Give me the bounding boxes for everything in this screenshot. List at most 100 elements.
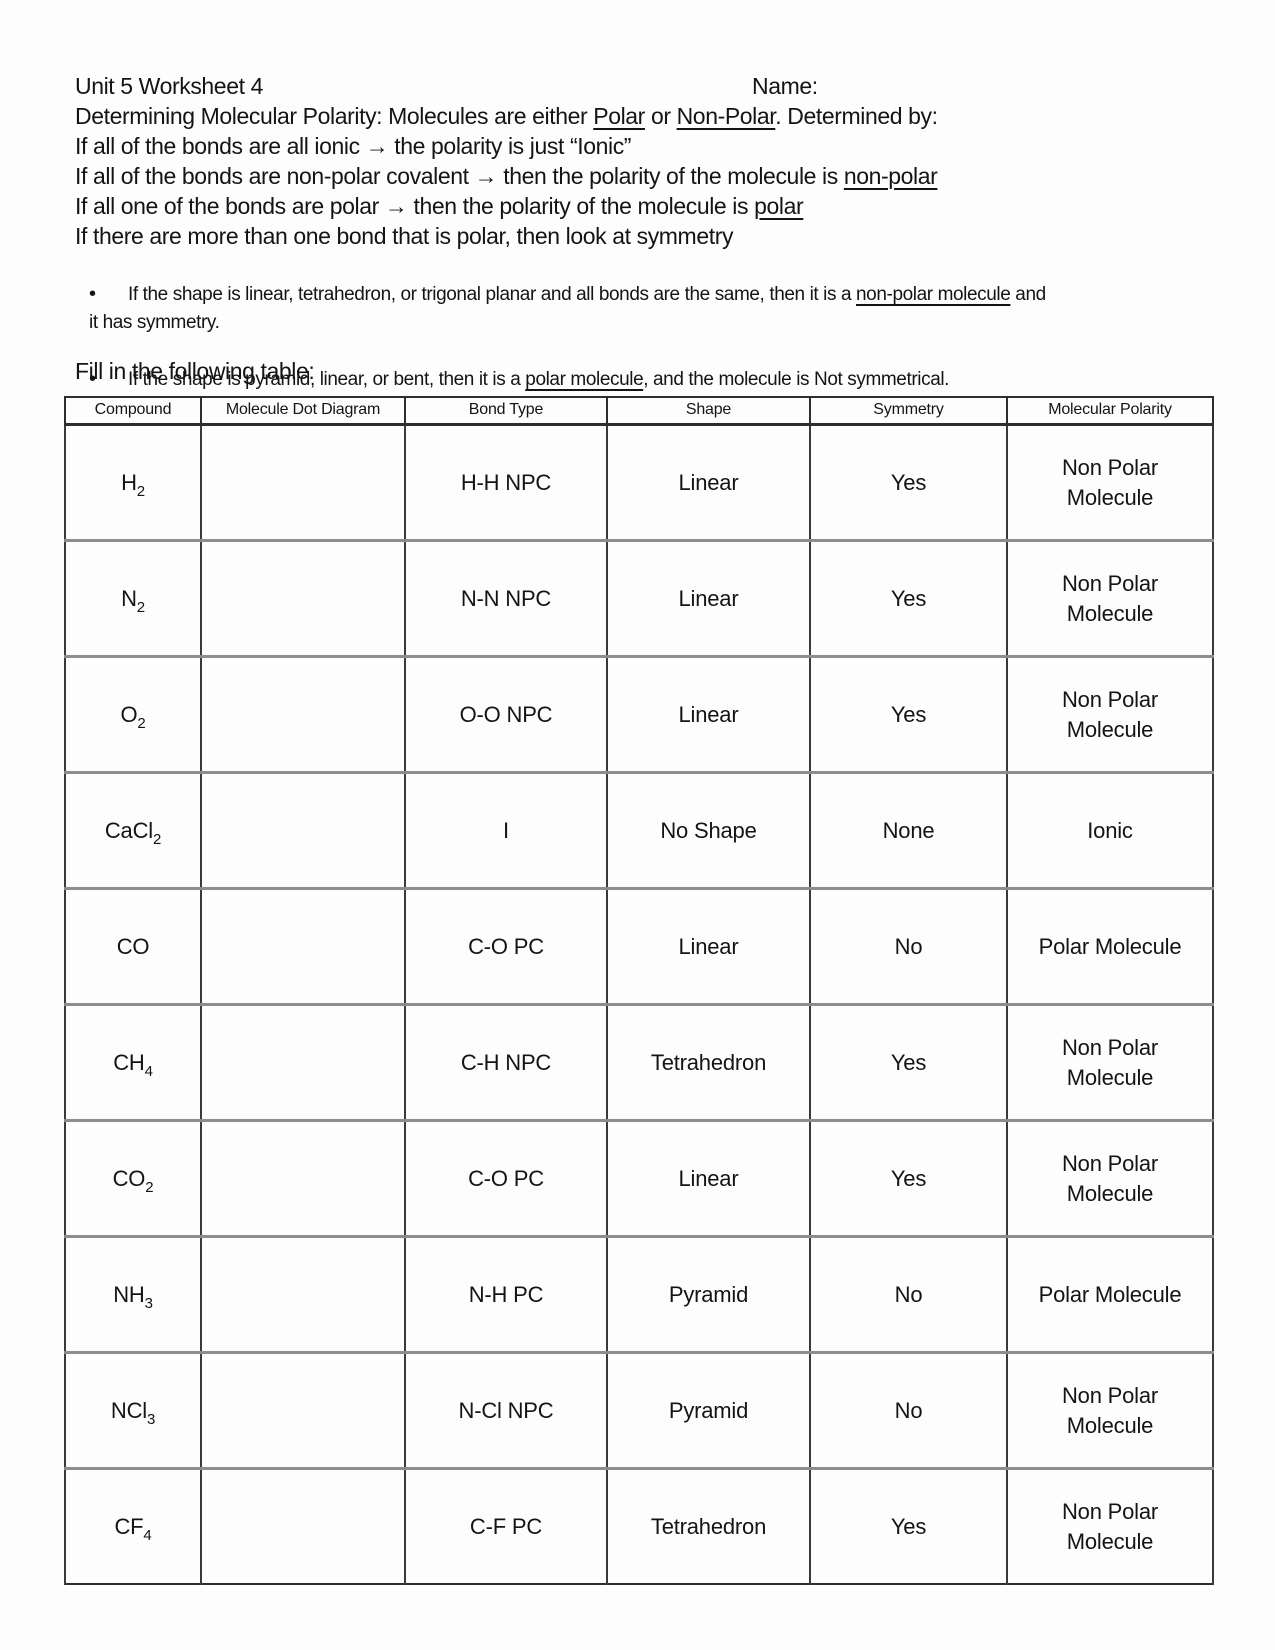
polarity-cell: Ionic [1006, 771, 1214, 889]
symmetry-cell: Yes [809, 1467, 1008, 1584]
col-header-dot-diagram: Molecule Dot Diagram [200, 396, 406, 426]
table-row: CF4 C-F PC Tetrahedron Yes Non Polar Mol… [64, 1467, 1214, 1584]
compound-formula: CH [113, 1049, 145, 1075]
polarity-text: Non Polar Molecule [1061, 570, 1159, 626]
symmetry-cell: No [809, 887, 1008, 1005]
shape-cell: Linear [606, 655, 811, 773]
dot-diagram-cell [200, 887, 406, 1005]
polarity-text: Non Polar Molecule [1061, 686, 1159, 742]
compound-subscript: 2 [136, 482, 145, 500]
bullet-list: • If the shape is linear, tetrahedron, or… [89, 252, 1174, 394]
bullet1-post: and it has symmetry. [89, 284, 1046, 333]
compound-cell: CO [64, 887, 202, 1005]
bullet2-underlined: polar molecule [525, 369, 644, 390]
bullet-item-polar: • If the shape is pyramid, linear, or ben… [89, 337, 1174, 394]
bullet-item-nonpolar: • If the shape is linear, tetrahedron, or… [89, 252, 1174, 337]
symmetry-cell: Yes [809, 1119, 1008, 1237]
col-header-shape: Shape [606, 396, 811, 426]
compound-subscript: 4 [143, 1526, 152, 1544]
table-row: NH3 N-H PC Pyramid No Polar Molecule [64, 1235, 1214, 1353]
polarity-cell: Non Polar Molecule [1006, 655, 1214, 773]
dot-diagram-cell [200, 423, 406, 541]
symmetry-cell: Yes [809, 655, 1008, 773]
col-header-bond-type: Bond Type [404, 396, 608, 426]
bond-type-cell: H-H NPC [404, 423, 608, 541]
bond-type-cell: N-H PC [404, 1235, 608, 1353]
intro-mid: or [644, 103, 677, 129]
compound-cell: CH4 [64, 1003, 202, 1121]
dot-diagram-cell [200, 1119, 406, 1237]
shape-cell: Pyramid [606, 1351, 811, 1469]
compound-subscript: 3 [144, 1294, 153, 1312]
symmetry-cell: Yes [809, 1003, 1008, 1121]
rule-nonpolar-pre: If all of the bonds are non-polar covale… [75, 163, 844, 189]
compound-formula: NH [113, 1281, 145, 1307]
col-header-compound: Compound [64, 396, 202, 426]
compound-cell: N2 [64, 539, 202, 657]
shape-cell: Linear [606, 539, 811, 657]
compound-cell: NH3 [64, 1235, 202, 1353]
rule-nonpolar-underlined: non-polar [843, 163, 938, 189]
name-label: Name: [752, 73, 818, 99]
shape-cell: Linear [606, 887, 811, 1005]
polarity-cell: Non Polar Molecule [1006, 423, 1214, 541]
shape-cell: Tetrahedron [606, 1003, 811, 1121]
compound-subscript: 3 [146, 1410, 156, 1428]
bond-type-cell: C-F PC [404, 1467, 608, 1584]
intro-text-block: Unit 5 Worksheet 4 Name: Determining Mol… [75, 71, 938, 251]
title-line: Unit 5 Worksheet 4 Name: [75, 71, 938, 101]
shape-cell: Linear [606, 423, 811, 541]
rule-polar-pre: If all one of the bonds are polar → then… [75, 193, 755, 219]
polarity-text: Non Polar Molecule [1061, 1498, 1159, 1554]
bullet-icon: • [89, 368, 96, 390]
bond-type-cell: C-O PC [404, 1119, 608, 1237]
table-row: CaCl2 I No Shape None Ionic [64, 771, 1214, 889]
polarity-text: Polar Molecule [1038, 933, 1182, 959]
table-row: CH4 C-H NPC Tetrahedron Yes Non Polar Mo… [64, 1003, 1214, 1121]
polarity-cell: Non Polar Molecule [1006, 1119, 1214, 1237]
rule-ionic-line: If all of the bonds are all ionic → the … [75, 133, 632, 159]
bond-type-cell: C-O PC [404, 887, 608, 1005]
intro-pre: Determining Molecular Polarity: Molecule… [75, 103, 594, 129]
bond-type-cell: N-Cl NPC [404, 1351, 608, 1469]
symmetry-cell: No [809, 1351, 1008, 1469]
compound-cell: H2 [64, 423, 202, 541]
polarity-cell: Non Polar Molecule [1006, 1003, 1214, 1121]
table-row: NCl3 N-Cl NPC Pyramid No Non Polar Molec… [64, 1351, 1214, 1469]
rule-nonpolar-line: If all of the bonds are non-polar covale… [75, 161, 938, 191]
dot-diagram-cell [200, 1235, 406, 1353]
compound-subscript: 4 [144, 1062, 153, 1080]
col-header-symmetry: Symmetry [809, 396, 1008, 426]
bond-type-cell: N-N NPC [404, 539, 608, 657]
symmetry-cell: Yes [809, 423, 1008, 541]
rule-polar-underlined: polar [754, 193, 804, 219]
compound-subscript: 2 [136, 598, 145, 616]
dot-diagram-cell [200, 655, 406, 773]
compound-cell: O2 [64, 655, 202, 773]
polarity-table: Compound Molecule Dot Diagram Bond Type … [64, 396, 1214, 1585]
compound-subscript: 2 [137, 714, 146, 732]
symmetry-cell: None [809, 771, 1008, 889]
compound-subscript: 2 [145, 1178, 154, 1196]
bullet1-pre: If the shape is linear, tetrahedron, or … [128, 284, 857, 305]
table-row: H2 H-H NPC Linear Yes Non Polar Molecule [64, 423, 1214, 541]
compound-cell: CO2 [64, 1119, 202, 1237]
shape-cell: No Shape [606, 771, 811, 889]
bond-type-cell: C-H NPC [404, 1003, 608, 1121]
compound-formula: CaCl [104, 817, 153, 843]
polarity-cell: Polar Molecule [1006, 887, 1214, 1005]
col-header-molecular-polarity: Molecular Polarity [1006, 396, 1214, 426]
symmetry-cell: Yes [809, 539, 1008, 657]
table-header-row: Compound Molecule Dot Diagram Bond Type … [64, 396, 1214, 426]
polarity-text: Ionic [1087, 817, 1133, 843]
bullet1-underlined: non-polar molecule [856, 284, 1011, 305]
fill-table-label: Fill in the following table: [75, 358, 315, 384]
dot-diagram-cell [200, 1467, 406, 1584]
polarity-text: Polar Molecule [1038, 1281, 1182, 1307]
bullet2-post: , and the molecule is Not symmetrical. [643, 369, 950, 390]
worksheet-title: Unit 5 Worksheet 4 [75, 73, 263, 99]
polarity-text: Non Polar Molecule [1061, 1382, 1159, 1438]
dot-diagram-cell [200, 1003, 406, 1121]
polarity-text: Non Polar Molecule [1061, 1034, 1159, 1090]
bond-type-cell: O-O NPC [404, 655, 608, 773]
